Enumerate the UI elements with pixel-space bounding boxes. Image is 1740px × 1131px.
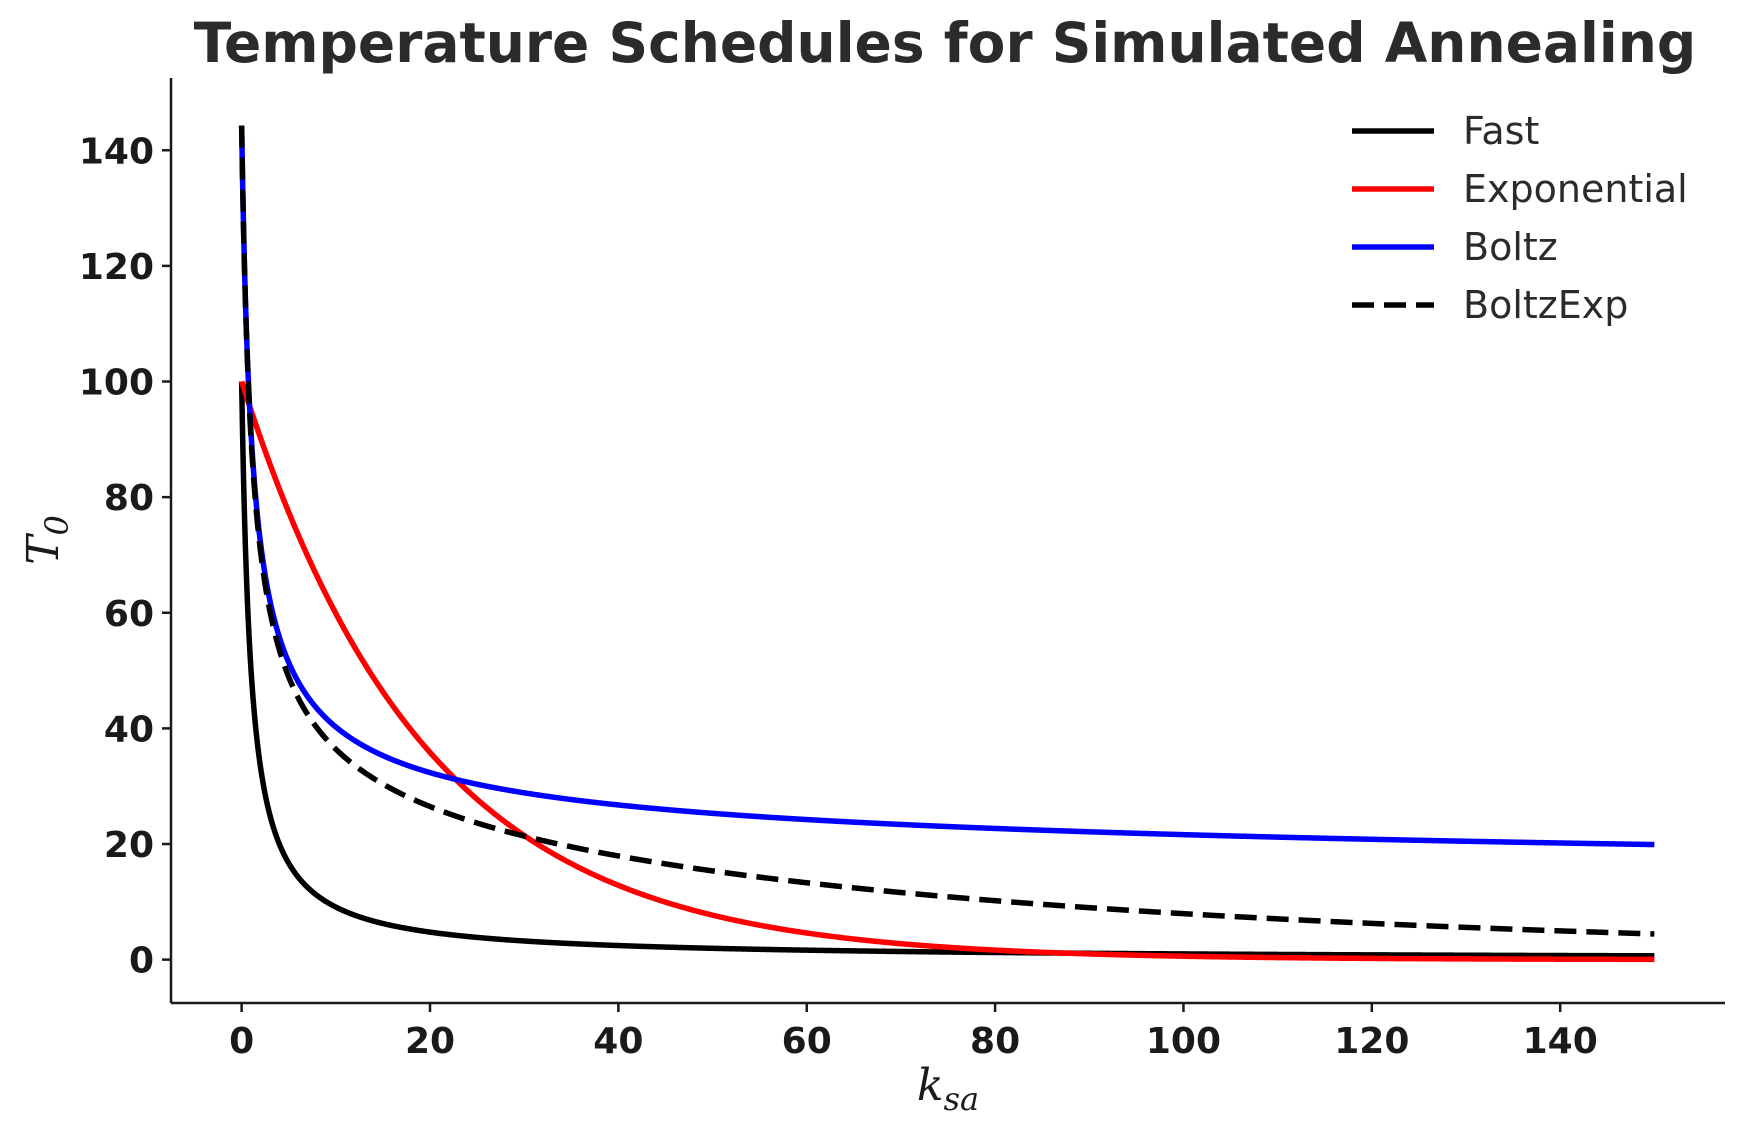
y-axis-label-sub: 0 (38, 515, 76, 535)
x-axis-ticks: 0 20 40 60 80 100 120 140 (229, 1003, 1598, 1062)
y-axis-ticks: 0 20 40 60 80 100 120 140 (79, 131, 171, 982)
y-axis-label-main: T (18, 532, 69, 565)
legend-label-exponential: Exponential (1463, 167, 1688, 211)
series-line-boltzexp (238, 125, 1657, 937)
x-tick-label: 60 (782, 1021, 832, 1062)
y-tick-label: 80 (104, 478, 154, 519)
y-tick-label: 120 (79, 247, 154, 288)
y-tick-label: 20 (104, 825, 154, 866)
y-tick-label: 100 (79, 363, 154, 404)
chart-title: Temperature Schedules for Simulated Anne… (194, 11, 1697, 75)
x-axis-label: ksa (917, 1060, 979, 1118)
legend-label-fast: Fast (1463, 109, 1539, 153)
x-tick-label: 40 (593, 1021, 643, 1062)
y-axis-label: T0 (18, 515, 76, 565)
series-line-boltz (238, 125, 1657, 848)
x-tick-label: 80 (970, 1021, 1020, 1062)
legend-label-boltz: Boltz (1463, 225, 1558, 269)
x-tick-label: 120 (1334, 1021, 1409, 1062)
legend: Fast Exponential Boltz BoltzExp (1352, 109, 1688, 327)
x-tick-label: 100 (1146, 1021, 1221, 1062)
y-tick-label: 0 (129, 941, 154, 982)
y-tick-label: 140 (79, 131, 154, 172)
y-tick-label: 60 (104, 594, 154, 635)
legend-label-boltzexp: BoltzExp (1463, 283, 1628, 327)
x-tick-label: 0 (229, 1021, 254, 1062)
x-tick-label: 20 (405, 1021, 455, 1062)
x-axis-label-main: k (917, 1060, 944, 1111)
x-axis-label-sub: sa (944, 1080, 980, 1118)
series-line-exponential (239, 380, 1657, 963)
series-line-fast (238, 381, 1657, 959)
series-lines (238, 125, 1657, 963)
x-tick-label: 140 (1523, 1021, 1598, 1062)
y-tick-label: 40 (104, 709, 154, 750)
